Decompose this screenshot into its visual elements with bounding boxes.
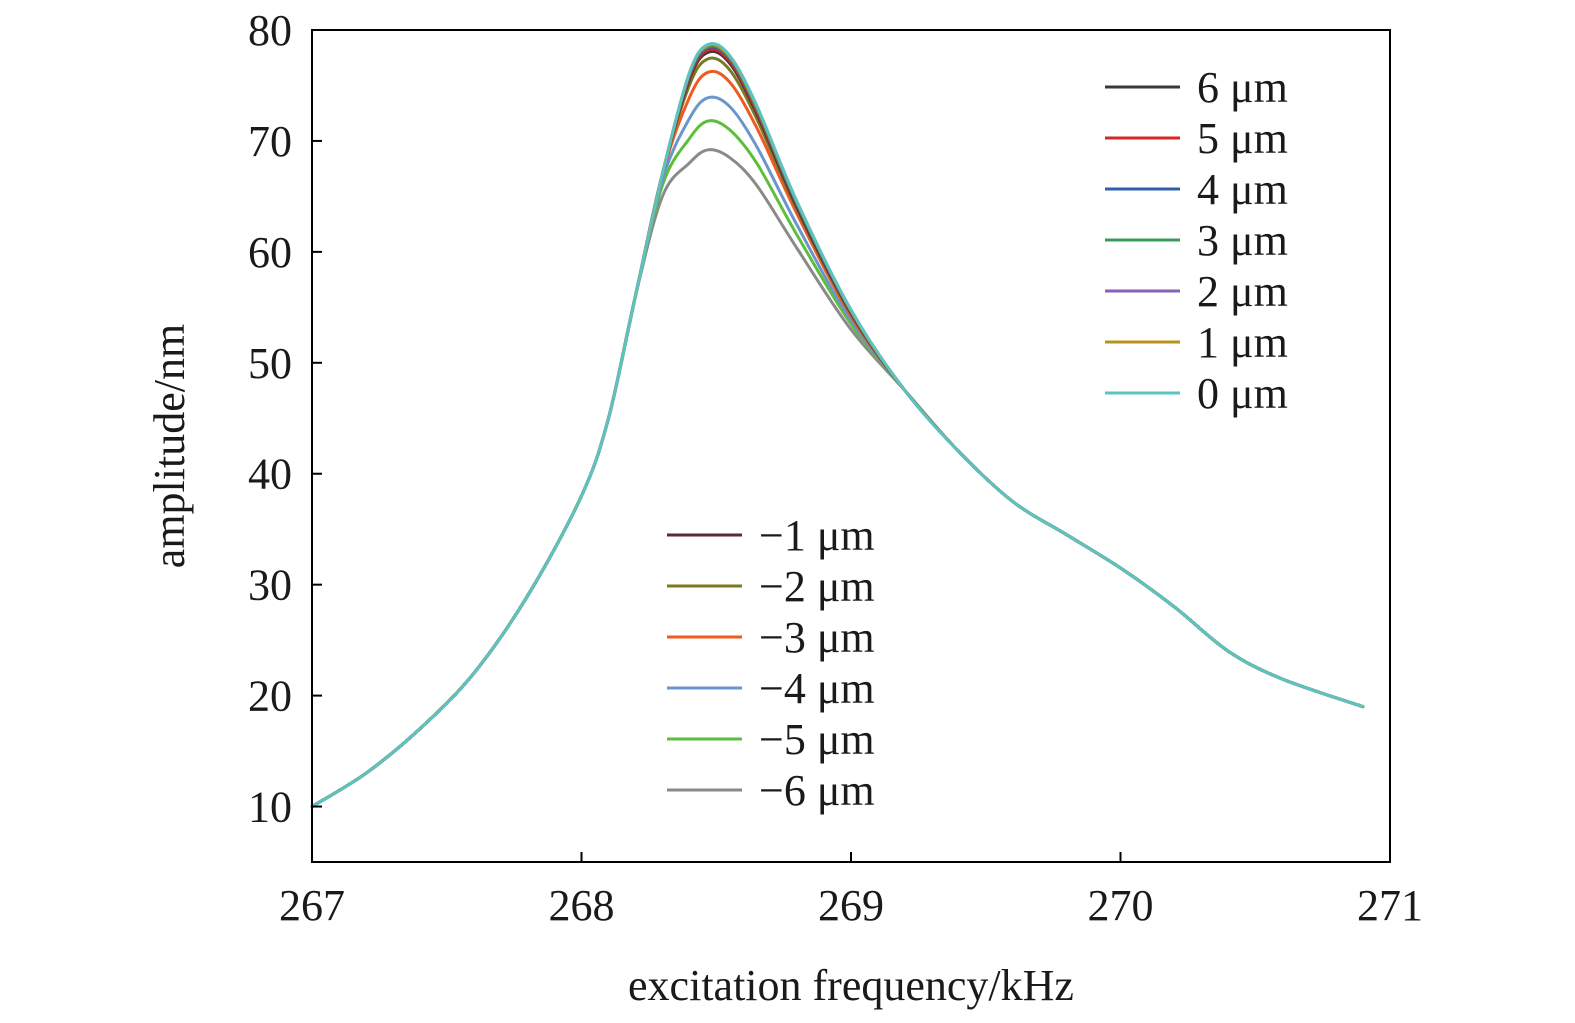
legend-label: 3 μm xyxy=(1197,216,1288,265)
ticks-group: 267 268 269 270 271 10 20 30 40 50 60 70 80 xyxy=(248,6,1423,930)
x-tick-label: 267 xyxy=(279,881,345,930)
y-tick-label: 60 xyxy=(248,228,292,277)
x-tick-label: 271 xyxy=(1357,881,1423,930)
x-axis-title: excitation frequency/kHz xyxy=(628,961,1074,1010)
legend-label: 5 μm xyxy=(1197,114,1288,163)
series-group xyxy=(310,41,1365,808)
x-tick-label: 270 xyxy=(1088,881,1154,930)
legend-label: −2 μm xyxy=(759,562,875,611)
legend-group: 6 μm5 μm4 μm3 μm2 μm1 μm0 μm −1 μm−2 μm−3… xyxy=(667,63,1288,815)
legend-label: −5 μm xyxy=(759,715,875,764)
legend-label: 2 μm xyxy=(1197,267,1288,316)
y-tick-label: 10 xyxy=(248,783,292,832)
y-tick-label: 20 xyxy=(248,672,292,721)
legend-label: 4 μm xyxy=(1197,165,1288,214)
y-tick-label: 30 xyxy=(248,561,292,610)
legend-label: −6 μm xyxy=(759,766,875,815)
x-tick-label: 268 xyxy=(549,881,615,930)
y-tick-label: 80 xyxy=(248,6,292,55)
y-tick-label: 50 xyxy=(248,339,292,388)
legend-label: −4 μm xyxy=(759,664,875,713)
y-tick-label: 70 xyxy=(248,117,292,166)
legend-label: −3 μm xyxy=(759,613,875,662)
legend-label: −1 μm xyxy=(759,511,875,560)
legend-label: 0 μm xyxy=(1197,369,1288,418)
legend-label: 1 μm xyxy=(1197,318,1288,367)
y-tick-label: 40 xyxy=(248,450,292,499)
y-axis-title: amplitude/nm xyxy=(145,324,194,568)
x-tick-label: 269 xyxy=(818,881,884,930)
series-line-6 xyxy=(310,41,1365,808)
legend-label: 6 μm xyxy=(1197,63,1288,112)
